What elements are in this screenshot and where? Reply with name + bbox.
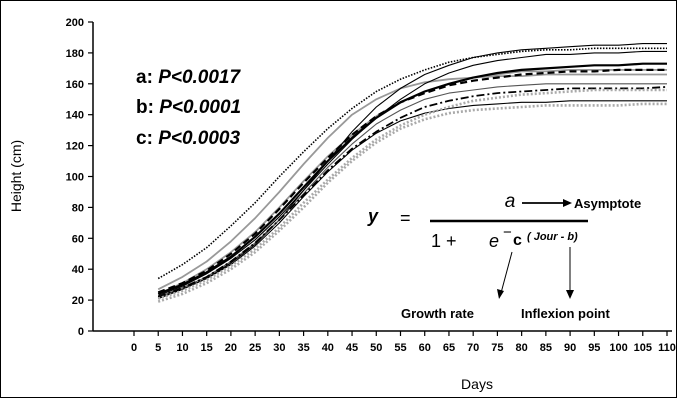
y-tick-label: 20 <box>72 295 84 307</box>
x-tick-label: 40 <box>322 342 334 354</box>
x-tick-label: 25 <box>249 342 261 354</box>
y-tick-label: 40 <box>72 264 84 276</box>
series-line-10 <box>158 100 667 300</box>
p-value-annotations: a: P<0.0017 b: P<0.0001 c: P<0.0003 <box>136 67 242 149</box>
x-tick-label: 45 <box>346 342 358 354</box>
annotation-c: c: P<0.0003 <box>136 128 241 149</box>
x-tick-label: 5 <box>155 342 161 354</box>
x-tick-label: 15 <box>201 342 213 354</box>
equation-lhs: y <box>367 206 379 226</box>
x-tick-label: 75 <box>491 342 503 354</box>
asymptote-label: Asymptote <box>574 196 641 211</box>
series-line-11 <box>157 88 667 300</box>
growth-rate-arrow-line <box>500 251 513 294</box>
x-tick-label: 35 <box>297 342 309 354</box>
series-line-12 <box>157 102 667 303</box>
series-line-4 <box>158 43 667 298</box>
x-tick-label: 80 <box>516 342 528 354</box>
y-tick-label: 120 <box>66 141 84 153</box>
y-tick-label: 140 <box>66 110 84 122</box>
y-axis-title: Height (cm) <box>8 140 24 212</box>
x-tick-label: 30 <box>273 342 285 354</box>
equation-exponent-inner: ( Jour - b) <box>527 231 578 243</box>
x-tick-label: 10 <box>176 342 188 354</box>
logistic-equation: y = a 1 + e − c ( Jour - b) Asymptote Gr… <box>367 191 641 321</box>
y-tick-label: 160 <box>66 79 84 91</box>
y-tick-label: 200 <box>66 17 84 29</box>
x-axis-ticks: 0 5 10 15 20 25 30 35 40 45 50 55 60 65 70 75 80 85 90 95 10… <box>131 331 676 354</box>
growth-rate-label: Growth rate <box>401 306 474 321</box>
y-tick-label: 100 <box>66 172 84 184</box>
annotation-a: a: P<0.0017 <box>136 67 242 88</box>
x-tick-label: 95 <box>588 342 600 354</box>
equation-exponent-symbol: c <box>513 232 522 249</box>
inflexion-arrowhead <box>566 290 574 299</box>
x-tick-label: 50 <box>370 342 382 354</box>
x-tick-label: 55 <box>394 342 406 354</box>
series-line-7 <box>158 50 667 297</box>
annotation-b: b: P<0.0001 <box>136 97 241 118</box>
y-tick-label: 80 <box>72 202 84 214</box>
y-tick-label: 0 <box>78 326 84 338</box>
x-tick-label: 110 <box>658 342 676 354</box>
x-tick-label: 85 <box>540 342 552 354</box>
growth-rate-arrowhead <box>497 289 504 299</box>
x-tick-label: 105 <box>634 342 652 354</box>
series-line-2 <box>157 73 667 291</box>
y-tick-label: 180 <box>66 48 84 60</box>
x-tick-label: 0 <box>131 342 137 354</box>
x-tick-label: 65 <box>443 342 455 354</box>
x-tick-label: 20 <box>225 342 237 354</box>
series-line-6 <box>157 62 667 295</box>
x-axis-title: Days <box>461 376 493 392</box>
x-tick-label: 100 <box>609 342 627 354</box>
x-tick-label: 70 <box>467 342 479 354</box>
inflexion-point-label: Inflexion point <box>521 306 610 321</box>
x-tick-label: 60 <box>419 342 431 354</box>
y-tick-label: 60 <box>72 233 84 245</box>
series-line-1 <box>157 47 667 280</box>
equation-denominator-prefix: 1 + <box>431 231 457 251</box>
x-tick-label: 90 <box>564 342 576 354</box>
series-line-9 <box>157 86 668 298</box>
y-axis-ticks: 0 20 40 60 80 100 120 140 160 180 200 <box>66 17 93 338</box>
equation-equals: = <box>400 208 411 228</box>
series-lines <box>157 43 668 303</box>
equation-numerator: a <box>505 191 516 212</box>
asymptote-arrowhead <box>563 199 572 207</box>
equation-minus: − <box>503 224 512 241</box>
equation-base-e: e <box>489 231 499 251</box>
